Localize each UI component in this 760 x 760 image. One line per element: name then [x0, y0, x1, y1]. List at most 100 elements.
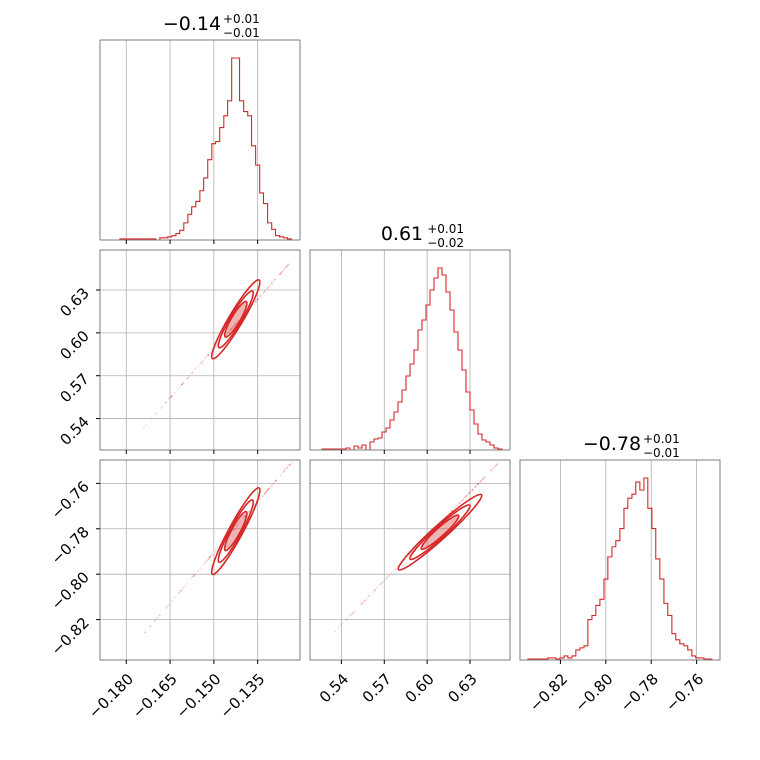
sample-point — [206, 354, 209, 357]
sample-point — [263, 290, 266, 293]
sample-point — [154, 413, 157, 416]
sample-point — [181, 383, 184, 386]
density-contour — [420, 514, 460, 551]
param-title-minus-1: −0.01 — [223, 26, 260, 40]
sample-point — [190, 577, 193, 580]
density-contour — [210, 279, 261, 360]
sample-point — [458, 502, 461, 504]
sample-point — [477, 483, 479, 486]
sample-point — [278, 273, 281, 276]
sample-point — [208, 556, 211, 558]
sample-point — [205, 559, 208, 562]
sample-point — [204, 562, 206, 564]
sample-point — [168, 397, 170, 400]
sample-point — [196, 365, 199, 368]
sample-point — [234, 323, 237, 326]
sample-point — [270, 282, 273, 285]
x-tick-label: −0.78 — [617, 670, 662, 715]
sample-point — [228, 330, 231, 332]
sample-point — [232, 325, 235, 328]
density-contour — [409, 504, 471, 561]
sample-point — [158, 614, 161, 617]
sample-point — [279, 272, 282, 275]
sample-point — [193, 574, 196, 577]
sample-point — [388, 574, 391, 577]
sample-point — [456, 504, 458, 507]
y-tick-label: −0.78 — [48, 523, 93, 568]
sample-point — [458, 502, 461, 505]
sample-point — [207, 558, 209, 561]
sample-point — [186, 583, 189, 585]
sample-point — [267, 488, 270, 491]
sample-point — [334, 630, 336, 633]
sample-point — [364, 599, 367, 602]
sample-point — [243, 515, 246, 518]
sample-point — [456, 504, 459, 506]
sample-point — [284, 468, 287, 471]
sample-point — [288, 464, 290, 467]
sample-point — [469, 491, 471, 494]
sample-point — [460, 500, 463, 503]
sample-point — [210, 555, 213, 557]
sample-point — [462, 498, 464, 501]
sample-point — [471, 489, 474, 491]
sample-point — [180, 384, 183, 387]
sample-point — [238, 522, 240, 525]
sample-point — [352, 611, 355, 613]
sample-point — [364, 599, 366, 602]
x-tick-label: −0.82 — [526, 670, 571, 715]
sample-point — [479, 480, 482, 483]
sample-point — [236, 524, 239, 527]
sample-point — [337, 626, 340, 629]
sample-point — [211, 553, 214, 556]
sample-point — [204, 561, 207, 563]
panel-frame — [99, 39, 301, 241]
sample-point — [201, 361, 203, 364]
sample-point — [181, 383, 184, 386]
sample-point — [265, 490, 268, 492]
sample-point — [263, 493, 266, 496]
sample-point — [361, 602, 363, 605]
sample-point — [267, 488, 270, 491]
sample-point — [176, 388, 179, 390]
sample-point — [186, 377, 188, 380]
sample-point — [160, 407, 163, 409]
sample-point — [192, 575, 195, 578]
x-tick-label: 0.63 — [444, 670, 480, 706]
scatter-panel-3 — [309, 459, 511, 661]
sample-point — [233, 527, 236, 530]
sample-point — [198, 363, 201, 366]
sample-point — [248, 510, 251, 513]
sample-point — [207, 557, 210, 560]
sample-point — [387, 575, 390, 577]
sample-point — [216, 343, 219, 346]
sample-point — [149, 625, 152, 628]
sample-point — [171, 599, 173, 602]
sample-point — [265, 490, 268, 493]
sample-point — [258, 499, 260, 502]
sample-point — [283, 268, 286, 271]
hist-panel-2 — [309, 249, 511, 451]
sample-point — [244, 515, 246, 518]
sample-point — [180, 589, 183, 592]
sample-point — [477, 483, 480, 485]
sample-point — [285, 266, 288, 268]
sample-point — [477, 483, 480, 485]
sample-point — [248, 510, 251, 513]
sample-point — [471, 488, 474, 491]
sample-point — [267, 287, 269, 289]
sample-point — [263, 290, 266, 293]
sample-point — [209, 556, 211, 558]
sample-point — [490, 469, 492, 472]
sample-point — [477, 483, 479, 486]
hist-panel-3 — [519, 459, 721, 661]
scatter-panel-1 — [99, 249, 301, 451]
sample-point — [275, 479, 277, 482]
sample-point — [362, 601, 364, 604]
sample-point — [284, 266, 287, 269]
sample-point — [232, 528, 235, 531]
param-title-3: −0.78 — [583, 433, 641, 455]
sample-point — [192, 575, 195, 578]
sample-point — [482, 477, 485, 480]
